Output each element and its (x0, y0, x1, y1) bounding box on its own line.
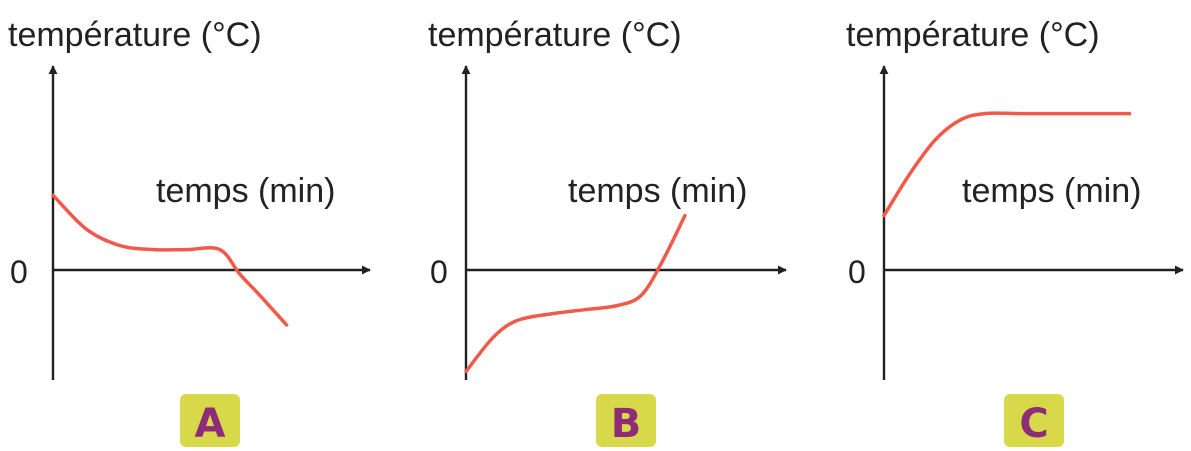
y-axis-label: température (°C) (428, 16, 682, 54)
x-axis-label: temps (min) (568, 172, 747, 210)
x-axis-label: temps (min) (962, 172, 1141, 210)
panel-letter-a: A (195, 401, 226, 447)
badge-b (596, 394, 656, 447)
chart-panel-b: température (°C) temps (min) 0 B (428, 16, 787, 447)
chart-panel-c: température (°C) temps (min) 0 C (846, 16, 1184, 447)
zero-tick-label: 0 (10, 254, 28, 290)
badge-a (180, 394, 240, 447)
chart-panel-a: température (°C) temps (min) 0 A (8, 16, 371, 447)
panel-letter-c: C (1019, 401, 1048, 447)
y-axis-label: température (°C) (846, 16, 1100, 54)
zero-tick-label: 0 (848, 254, 866, 290)
y-axis-label: température (°C) (8, 16, 262, 54)
temperature-curve-b (464, 213, 687, 374)
panel-letter-b: B (611, 401, 642, 447)
x-axis-label: temps (min) (156, 172, 335, 210)
zero-tick-label: 0 (430, 254, 448, 290)
temperature-curve-a (51, 193, 289, 327)
badge-c (1004, 394, 1064, 447)
temperature-curve-c (882, 111, 1132, 218)
